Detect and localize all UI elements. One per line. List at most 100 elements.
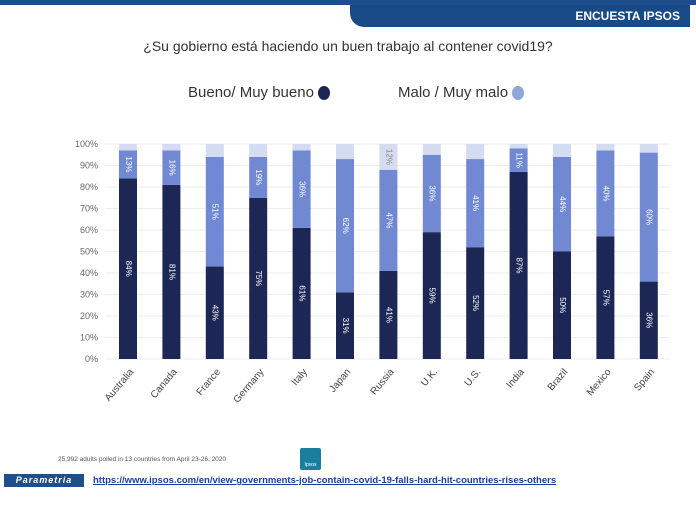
data-label: 87%	[514, 257, 523, 273]
x-tick-label: India	[505, 367, 528, 391]
legend-label-bad: Malo / Muy malo	[398, 84, 509, 101]
data-label: 50%	[558, 297, 567, 313]
y-tick-label: 40%	[80, 268, 98, 278]
x-tick-label: Japan	[327, 367, 353, 395]
bar-segment	[162, 144, 181, 151]
bar-segment	[509, 171, 528, 359]
ipsos-logo: Ipsos	[300, 448, 321, 470]
bar-segment	[336, 292, 354, 359]
bar-segment	[596, 150, 615, 237]
header-tab: ENCUESTA IPSOS	[350, 5, 690, 27]
data-label: 16%	[167, 160, 176, 176]
data-label: 19%	[254, 169, 263, 185]
bar-segment	[205, 156, 224, 267]
bar-segment	[119, 178, 137, 359]
data-label: 12%	[384, 149, 393, 165]
bar-segment	[639, 152, 658, 282]
bar-segment	[422, 144, 441, 155]
y-tick-label: 100%	[75, 139, 98, 149]
bar-segment	[639, 144, 658, 153]
stacked-bar-chart: 0% 10% 20% 30% 40% 50% 60% 70% 80% 90% 100% 84% 13% A…	[75, 139, 670, 406]
header-tab-label: ENCUESTA IPSOS	[575, 9, 680, 23]
bar-segment	[466, 159, 485, 248]
y-tick-label: 70%	[80, 204, 98, 214]
y-tick-label: 90%	[80, 161, 98, 171]
parametria-logo: Parametria	[4, 474, 84, 487]
data-label: 36%	[645, 312, 654, 328]
data-label: 44%	[558, 196, 567, 212]
data-label: 52%	[471, 295, 480, 311]
x-tick-label: Australia	[103, 367, 137, 404]
y-tick-label: 80%	[80, 182, 98, 192]
data-label: 51%	[211, 204, 220, 220]
bar-segment	[509, 148, 528, 172]
chart-title: ¿Su gobierno está haciendo un buen traba…	[143, 38, 553, 54]
data-label: 60%	[645, 209, 654, 225]
x-tick-label: U.K.	[419, 367, 440, 389]
data-label: 43%	[211, 305, 220, 321]
bar-segment	[292, 144, 311, 151]
bar-segment	[249, 144, 268, 157]
bar-segment	[205, 144, 224, 157]
bar-segment	[379, 144, 398, 170]
data-label: 40%	[601, 185, 610, 201]
y-tick-label: 10%	[80, 333, 98, 343]
bar-segment	[379, 169, 398, 271]
bar-segment	[553, 251, 571, 359]
source-link[interactable]: https://www.ipsos.com/en/view-government…	[93, 475, 557, 486]
data-label: 41%	[471, 195, 480, 211]
bar-segment	[422, 154, 441, 233]
data-label: 41%	[384, 307, 393, 323]
x-tick-label: France	[195, 367, 224, 398]
footnote: 25,992 adults polled in 13 countries fro…	[58, 456, 227, 463]
data-label: 81%	[167, 264, 176, 280]
data-label: 47%	[384, 212, 393, 228]
data-label: 11%	[514, 152, 523, 167]
bar-segment	[162, 184, 181, 359]
legend-dot-bad	[512, 85, 525, 100]
bar-segment	[205, 266, 224, 359]
y-tick-label: 20%	[80, 311, 98, 321]
bar-segment	[249, 156, 268, 198]
data-label: 59%	[428, 288, 437, 304]
bar-segment	[639, 281, 658, 359]
x-tick-label: Spain	[632, 367, 657, 394]
data-label: 36%	[297, 181, 306, 197]
x-tick-label: Mexico	[585, 367, 614, 399]
y-tick-label: 50%	[80, 247, 98, 257]
x-tick-label: Brazil	[546, 367, 571, 393]
legend-item-bad: Malo / Muy malo	[398, 84, 525, 101]
bar-segment	[596, 236, 615, 359]
bar-segment	[249, 197, 268, 359]
data-label: 36%	[428, 185, 437, 201]
y-tick-label: 30%	[80, 290, 98, 300]
bar-segment	[553, 156, 571, 252]
bar-segment	[379, 270, 398, 359]
bar-segment	[466, 144, 485, 160]
y-tick-label: 0%	[85, 354, 98, 364]
x-tick-label: Canada	[149, 367, 180, 401]
x-tick-label: Germany	[232, 367, 267, 406]
top-bar	[0, 0, 696, 5]
y-tick-label: 60%	[80, 225, 98, 235]
data-label: 31%	[341, 318, 350, 334]
bar-segment	[292, 227, 311, 359]
data-label: 62%	[341, 218, 350, 234]
data-label: 13%	[124, 156, 133, 172]
bar-segment	[336, 159, 354, 293]
legend-item-good: Bueno/ Muy bueno	[188, 84, 330, 101]
bar-segment	[596, 144, 615, 151]
x-tick-label: U.S.	[463, 367, 484, 389]
bar-segment	[466, 247, 485, 359]
legend-dot-good	[317, 85, 330, 100]
x-tick-label: Russia	[369, 367, 397, 398]
bar-segment	[162, 150, 181, 185]
bar-segment	[553, 144, 571, 157]
bar-segment	[119, 150, 137, 179]
data-label: 57%	[601, 290, 610, 306]
data-label: 84%	[124, 261, 133, 277]
x-tick-label: Italy	[290, 367, 310, 388]
bar-segment	[119, 144, 137, 151]
bar-segment	[509, 144, 528, 149]
bar-segment	[422, 232, 441, 359]
